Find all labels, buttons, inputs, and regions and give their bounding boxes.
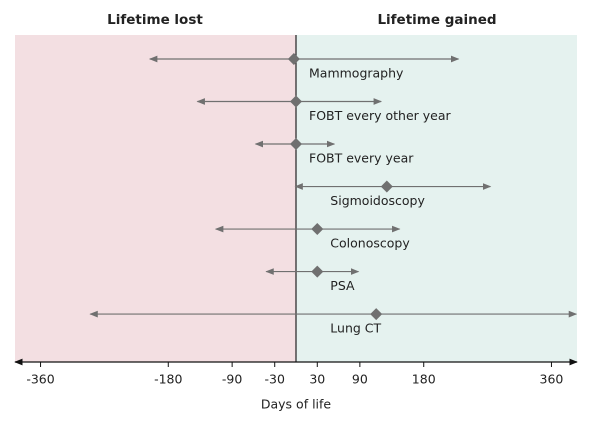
row-label: Lung CT — [330, 321, 381, 336]
x-axis-label: Days of life — [261, 397, 332, 412]
row-label: Mammography — [309, 66, 404, 81]
gained-region — [296, 35, 577, 362]
background — [15, 35, 577, 362]
x-tick-label: 180 — [412, 372, 436, 387]
left-header: Lifetime lost — [107, 12, 203, 28]
x-tick-label: -180 — [154, 372, 182, 387]
estimate — [370, 308, 383, 321]
right-header: Lifetime gained — [377, 12, 496, 28]
row-label: Sigmoidoscopy — [330, 193, 425, 208]
row-label: FOBT every other year — [309, 108, 452, 123]
row-label: PSA — [330, 278, 355, 293]
x-tick-label: -90 — [222, 372, 242, 387]
estimate — [380, 180, 393, 193]
estimate — [311, 223, 324, 236]
x-tick-label: 90 — [352, 372, 368, 387]
estimate — [290, 138, 302, 151]
x-tick-label: -30 — [265, 372, 285, 387]
x-tick-label: -360 — [26, 372, 54, 387]
row-label: Colonoscopy — [330, 236, 410, 251]
x-tick-label: 360 — [540, 372, 564, 387]
lost-region — [15, 35, 296, 362]
row-label: FOBT every year — [309, 151, 414, 166]
estimate — [287, 53, 300, 65]
estimate — [290, 95, 302, 108]
x-tick-label: 30 — [309, 372, 325, 387]
estimate — [311, 265, 324, 278]
